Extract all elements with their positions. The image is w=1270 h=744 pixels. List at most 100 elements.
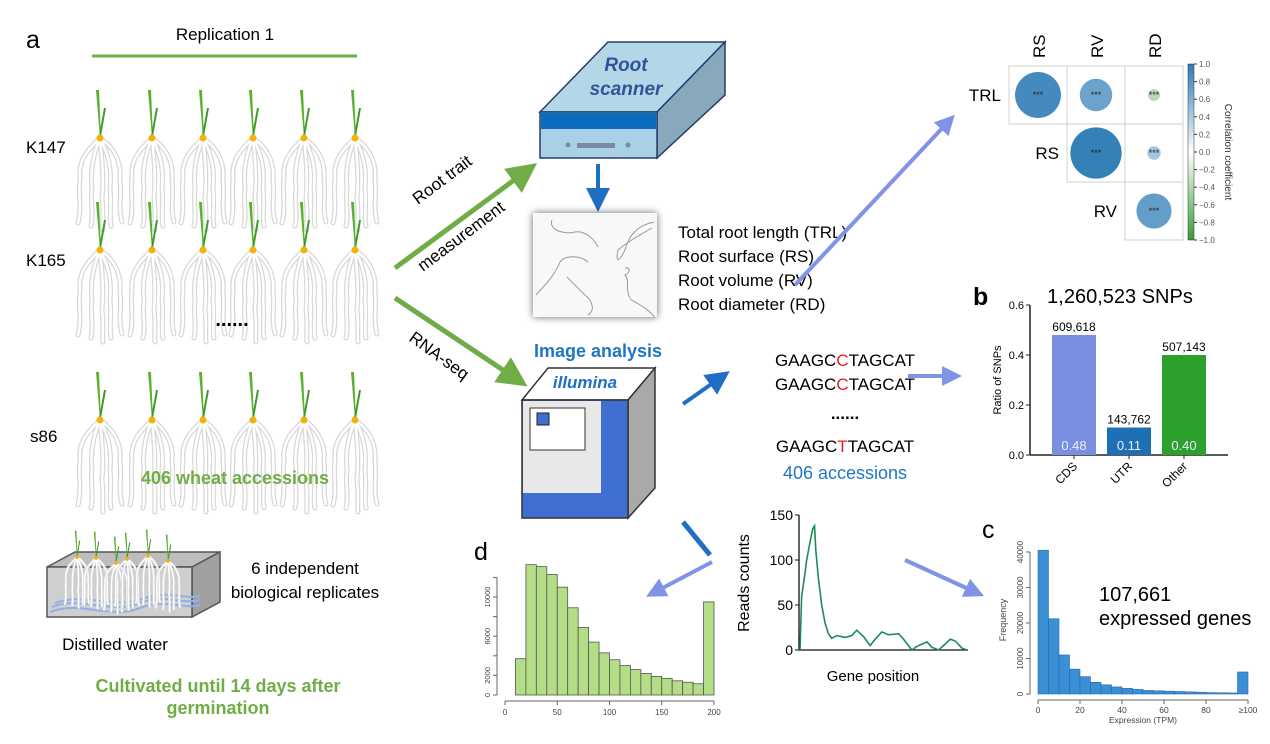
correlation-matrix: RS RV RD TRL RS RV *** *** *** *** *** *** 1.0 0.8 0.6… <box>969 33 1233 245</box>
y-tick-label: 0 <box>483 693 492 697</box>
y-tick-label: 2000 <box>483 667 492 684</box>
illumina-label: illumina <box>553 373 617 392</box>
significance-label: *** <box>1033 90 1044 100</box>
snp-base: C <box>836 351 848 370</box>
x-tick-label: 50 <box>553 708 562 717</box>
y-tick-label: 30000 <box>1016 576 1025 599</box>
trait-trl: Total root length (TRL) <box>678 223 847 242</box>
histogram-bar <box>650 675 663 696</box>
colorbar-tick-label: −0.2 <box>1199 166 1215 175</box>
histogram-bar <box>546 574 558 696</box>
trait-rs: Root surface (RS) <box>678 247 814 266</box>
rna-seq-label: RNA-seq <box>406 328 473 384</box>
histogram-bar <box>577 626 590 696</box>
x-tick-label: Other <box>1159 459 1190 490</box>
y-tick-label: 0 <box>785 642 793 658</box>
x-tick-label: 80 <box>1201 705 1211 715</box>
snp-bar-chart: 1,260,523 SNPs 0.0 0.2 0.4 0.6 Ratio of SNPs 6… <box>992 286 1228 490</box>
correlation-circle-TRL-RV <box>1079 78 1113 112</box>
histogram-bar <box>525 564 537 696</box>
y-tick-label: 40000 <box>1016 540 1025 563</box>
x-tick-label: 0 <box>1036 705 1041 715</box>
significance-label: *** <box>1091 148 1102 158</box>
trait-rv: Root volume (RV) <box>678 271 813 290</box>
x-tick-label: 150 <box>655 708 669 717</box>
x-axis-label: Expression (TPM) <box>1109 715 1177 725</box>
histogram-bar <box>1048 618 1060 695</box>
histogram-bar <box>515 658 527 696</box>
reads-count-plot: 0 50 100 150 Reads counts Gene position <box>736 507 968 685</box>
y-tick-label: 20000 <box>1016 611 1025 634</box>
expressed-genes-label: expressed genes <box>1099 608 1251 630</box>
y-axis-label: Frequency <box>998 598 1008 641</box>
sequence-row: GAAGCTTAGCAT <box>776 437 914 456</box>
correlation-circle-TRL-RS <box>1015 72 1061 118</box>
wheat-seedling-K147 <box>282 90 326 230</box>
correlation-circle-RS-RV <box>1070 127 1122 179</box>
snp-sequences: GAAGCCTAGCAT GAAGCCTAGCAT ...... GAAGCTT… <box>775 351 915 483</box>
wheat-seedling-K147 <box>78 90 122 230</box>
illumina-sequencer <box>520 365 657 520</box>
sequence-ellipsis: ...... <box>831 404 859 423</box>
colorbar-tick-label: 0.6 <box>1199 95 1211 104</box>
histogram-bar <box>1174 691 1186 695</box>
histogram-bar <box>1058 654 1070 695</box>
root-scanner <box>538 40 727 160</box>
expression-histogram: 0 20 40 60 80 ≥100 0 10000 20000 30000 40000 Freque… <box>998 540 1258 725</box>
y-tick-label: 100 <box>770 552 794 568</box>
scanner-label-scanner: scanner <box>590 79 664 100</box>
bar-value-label: 0.48 <box>1061 438 1086 453</box>
histogram-bar <box>682 681 694 696</box>
wheat-seedling-K147 <box>130 90 174 230</box>
histogram-bar <box>1216 692 1228 695</box>
colorbar-tick-label: 1.0 <box>1199 60 1211 69</box>
wheat-seedling-s86 <box>78 372 122 512</box>
y-axis-label: Ratio of SNPs <box>992 345 1004 415</box>
root-scan-image <box>533 213 657 319</box>
bar-count-label: 143,762 <box>1107 413 1151 427</box>
trait-rd: Root diameter (RD) <box>678 295 825 314</box>
correlation-circle-RV-RD <box>1136 193 1172 229</box>
expressed-genes-count: 107,661 <box>1099 584 1171 606</box>
x-axis-label: Gene position <box>827 668 920 685</box>
bar-value-label: 0.40 <box>1171 438 1196 453</box>
significance-label: *** <box>1149 206 1160 216</box>
significance-label: *** <box>1149 90 1160 100</box>
image-analysis-label: Image analysis <box>534 341 662 361</box>
wheat-seedling-K165 <box>333 202 377 342</box>
y-tick-label: 0.6 <box>1009 300 1024 312</box>
replicates-line1: 6 independent <box>251 559 359 578</box>
histogram-bar <box>619 665 631 696</box>
colorbar-tick-label: 0.0 <box>1199 148 1211 157</box>
panel-d-label: d <box>474 538 488 566</box>
histogram-bar <box>588 641 600 696</box>
replication-label: Replication 1 <box>176 25 274 44</box>
histogram-bar <box>692 683 704 696</box>
x-tick-label: 200 <box>707 708 721 717</box>
histogram-bar <box>1153 690 1165 695</box>
accessions-ellipsis: ...... <box>215 309 248 331</box>
panel-b-label: b <box>973 283 988 311</box>
wheat-accessions-summary: 406 wheat accessions <box>141 468 329 488</box>
significance-label: *** <box>1091 90 1102 100</box>
panel-a-label: a <box>26 26 40 54</box>
x-tick-label: CDS <box>1052 459 1080 487</box>
column-label-RV: RV <box>1088 34 1107 58</box>
replicates-line2: biological replicates <box>231 583 379 602</box>
colorbar-tick-label: 0.2 <box>1199 130 1211 139</box>
measurement-label: measurement <box>414 197 509 275</box>
seq-accessions-label: 406 accessions <box>783 463 907 483</box>
histogram-bar <box>671 680 684 696</box>
wheat-seedling-s86 <box>231 372 275 512</box>
y-tick-label: 50 <box>777 597 793 613</box>
wheat-seedling-K147 <box>231 90 275 230</box>
reads-to-hist-d-arrow <box>646 560 713 597</box>
row-label-RV: RV <box>1094 202 1118 221</box>
panel-c-label: c <box>982 516 995 544</box>
snp-base: T <box>837 437 847 456</box>
scanner-label-root: Root <box>604 55 648 76</box>
y-tick-label: 6000 <box>483 628 492 645</box>
histogram-bar <box>598 652 610 696</box>
